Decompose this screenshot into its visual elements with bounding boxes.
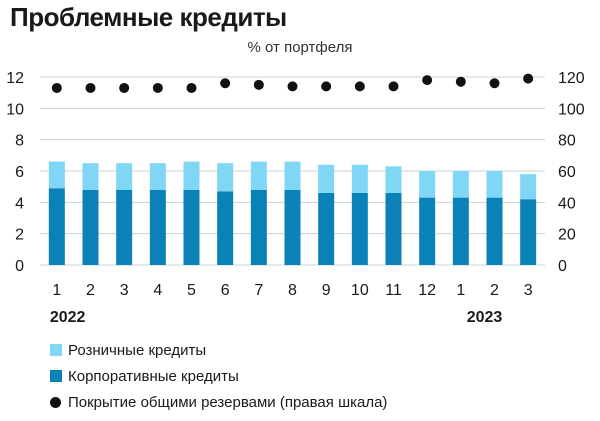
bar-corporate <box>48 188 65 265</box>
bar-retail <box>82 163 99 190</box>
bar-corporate <box>183 189 200 265</box>
bar-retail <box>284 161 301 190</box>
x-tick-label: 1 <box>52 282 61 299</box>
bar-corporate <box>149 189 166 265</box>
coverage-point <box>388 81 399 92</box>
bar-corporate <box>520 199 537 265</box>
bar-retail <box>351 164 368 193</box>
coverage-point <box>422 75 433 86</box>
bar-retail <box>116 163 133 190</box>
bar-corporate <box>217 191 234 265</box>
bar-retail <box>183 161 200 190</box>
legend-item-retail: Розничные кредиты <box>50 337 387 363</box>
left-y-tick-label: 12 <box>6 70 24 87</box>
right-y-tick-label: 20 <box>558 227 576 244</box>
bar-retail <box>217 163 234 192</box>
bar-corporate <box>486 197 503 265</box>
bar-corporate <box>82 189 99 265</box>
x-tick-label: 6 <box>221 282 230 299</box>
bar-retail <box>48 161 65 189</box>
coverage-point <box>354 81 365 92</box>
x-year-label: 2023 <box>467 309 503 326</box>
chart-title: Проблемные кредиты <box>10 2 287 32</box>
bar-corporate <box>318 192 335 265</box>
coverage-point <box>119 82 130 93</box>
bar-corporate <box>250 189 267 265</box>
right-y-tick-label: 100 <box>558 101 585 118</box>
left-y-tick-label: 10 <box>6 101 24 118</box>
x-tick-label: 2 <box>86 282 95 299</box>
legend-label-retail: Розничные кредиты <box>68 341 207 359</box>
legend-marker-coverage <box>50 396 61 408</box>
bar-corporate <box>452 197 469 265</box>
x-year-label: 2022 <box>50 309 86 326</box>
legend-label-corporate: Корпоративные кредиты <box>68 367 239 385</box>
right-y-tick-label: 40 <box>558 195 576 212</box>
x-tick-label: 3 <box>524 282 533 299</box>
x-tick-label: 11 <box>385 282 402 299</box>
right-y-tick-label: 80 <box>558 133 576 150</box>
left-y-tick-label: 0 <box>15 258 24 275</box>
bar-retail <box>419 171 436 198</box>
x-tick-label: 1 <box>456 282 465 299</box>
x-tick-label: 8 <box>288 282 297 299</box>
x-tick-label: 12 <box>418 282 436 299</box>
coverage-point <box>287 81 298 92</box>
bar-retail <box>486 171 503 198</box>
coverage-point <box>523 73 534 84</box>
left-y-tick-label: 2 <box>15 227 24 244</box>
x-tick-label: 3 <box>120 282 129 299</box>
legend-label-coverage: Покрытие общими резервами (правая шкала) <box>68 393 388 411</box>
bar-retail <box>318 164 335 193</box>
bar-retail <box>385 166 402 193</box>
coverage-point <box>220 78 231 89</box>
bar-retail <box>149 163 166 190</box>
x-tick-label: 2 <box>490 282 499 299</box>
legend-item-coverage: Покрытие общими резервами (правая шкала) <box>50 389 387 415</box>
left-y-tick-label: 6 <box>15 164 24 181</box>
coverage-point <box>152 82 163 93</box>
bar-corporate <box>419 197 436 265</box>
coverage-point <box>51 82 62 93</box>
x-tick-label: 7 <box>254 282 263 299</box>
coverage-point <box>85 82 96 93</box>
bar-retail <box>452 171 469 198</box>
x-tick-label: 5 <box>187 282 196 299</box>
coverage-point <box>186 82 197 93</box>
right-y-tick-label: 60 <box>558 164 576 181</box>
coverage-point <box>321 81 332 92</box>
bar-corporate <box>284 189 301 265</box>
bar-corporate <box>351 192 368 265</box>
x-tick-label: 4 <box>153 282 162 299</box>
right-y-tick-label: 120 <box>558 70 585 87</box>
left-y-tick-label: 4 <box>15 195 24 212</box>
bar-retail <box>250 161 267 190</box>
coverage-point <box>489 78 500 89</box>
legend-swatch-corporate <box>50 370 62 382</box>
chart-subtitle: % от портфеля <box>247 39 353 56</box>
x-tick-label: 10 <box>351 282 369 299</box>
bar-corporate <box>385 192 402 265</box>
coverage-point <box>455 76 466 87</box>
bar-retail <box>520 174 537 200</box>
bar-corporate <box>116 189 133 265</box>
x-tick-label: 9 <box>322 282 331 299</box>
coverage-point <box>253 79 264 90</box>
legend-item-corporate: Корпоративные кредиты <box>50 363 387 389</box>
left-y-tick-label: 8 <box>15 133 24 150</box>
chart-legend: Розничные кредиты Корпоративные кредиты … <box>50 337 387 415</box>
right-y-tick-label: 0 <box>558 258 567 275</box>
legend-swatch-retail <box>50 344 62 356</box>
